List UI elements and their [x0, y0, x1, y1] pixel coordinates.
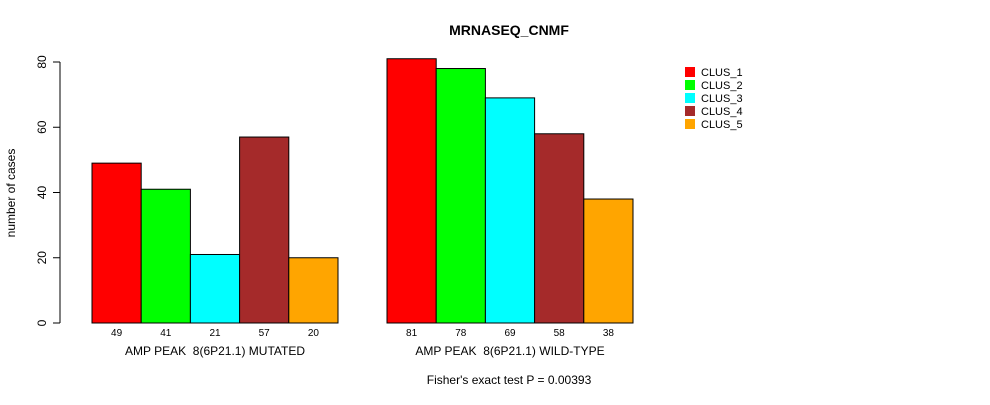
bar-clus-4-group-1: [239, 136, 290, 324]
bar-clus-1-group-2: [386, 58, 437, 324]
bar-clus-2-group-2: [435, 68, 486, 324]
legend-swatch-clus-5: [685, 119, 695, 129]
legend-label-clus-5: CLUS_5: [701, 119, 743, 131]
bar-count-label: 21: [209, 328, 221, 339]
bar-count-label: 38: [603, 328, 615, 339]
bar-count-label: 20: [308, 328, 320, 339]
bar-count-label: 49: [111, 328, 123, 339]
bars-group: [91, 58, 634, 324]
group-label-1: AMP PEAK 8(6P21.1) MUTATED: [125, 344, 305, 358]
legend-swatch-clus-2: [685, 80, 695, 90]
bar-clus-4-group-2: [534, 133, 585, 324]
bar-count-label: 58: [554, 328, 566, 339]
y-tick-label: 80: [35, 55, 49, 69]
count-labels-group: 49 41 21 57 20 81 78 69 58 38: [111, 328, 614, 339]
bar-clus-3-group-2: [484, 97, 536, 324]
bar-clus-2-group-1: [140, 188, 191, 324]
bar-count-label: 81: [406, 328, 418, 339]
y-tick-label: 20: [35, 251, 49, 265]
legend-label-clus-2: CLUS_2: [701, 80, 743, 92]
bar-count-label: 57: [259, 328, 271, 339]
bar-count-label: 69: [504, 328, 516, 339]
bar-clus-5-group-2: [583, 198, 634, 324]
y-tick-label: 40: [35, 186, 49, 200]
group-label-2: AMP PEAK 8(6P21.1) WILD-TYPE: [415, 344, 604, 358]
legend-swatch-clus-1: [685, 67, 695, 77]
legend-label-clus-4: CLUS_4: [701, 106, 743, 118]
legend-swatch-clus-4: [685, 106, 695, 116]
bar-clus-3-group-1: [189, 253, 241, 324]
y-axis: 0 20 40 60 80: [35, 55, 61, 326]
group-labels: AMP PEAK 8(6P21.1) MUTATED AMP PEAK 8(6P2…: [125, 344, 605, 358]
bar-clus-1-group-1: [91, 162, 142, 324]
bar-count-label: 41: [160, 328, 172, 339]
bar-clus-5-group-1: [288, 257, 339, 324]
bar-count-label: 78: [455, 328, 467, 339]
y-tick-label: 60: [35, 120, 49, 134]
legend-label-clus-1: CLUS_1: [701, 67, 743, 79]
legend-label-clus-3: CLUS_3: [701, 93, 743, 105]
y-axis-label: number of cases: [4, 149, 18, 238]
fisher-test-footnote: Fisher's exact test P = 0.00393: [427, 373, 592, 387]
legend-swatch-clus-3: [685, 93, 695, 103]
y-tick-label: 0: [35, 319, 49, 326]
chart-title: MRNASEQ_CNMF: [449, 22, 569, 38]
